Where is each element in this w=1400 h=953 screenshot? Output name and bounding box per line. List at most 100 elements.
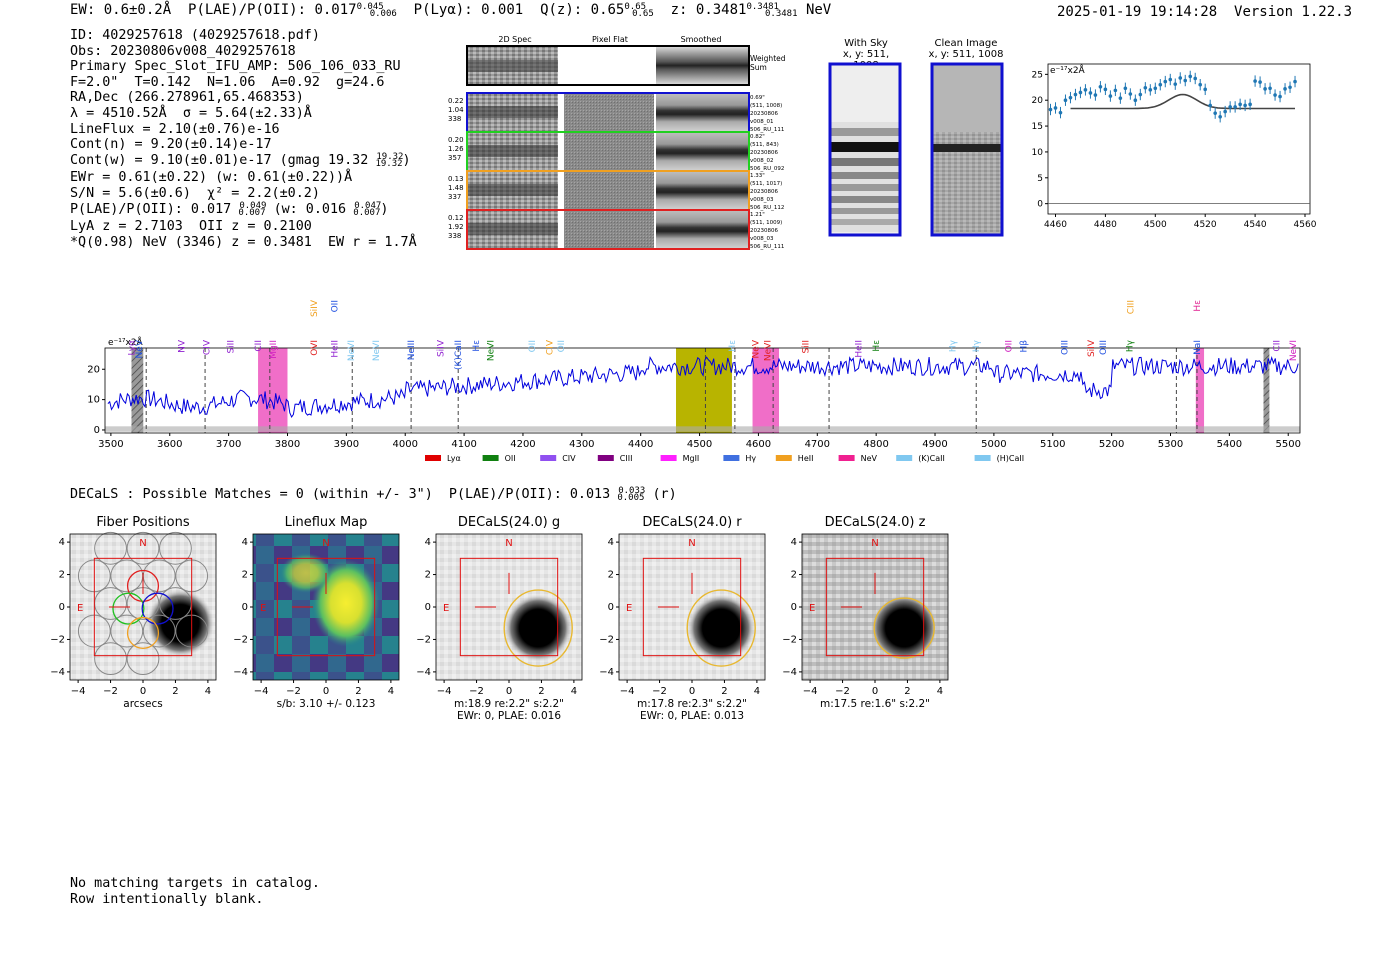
legend-swatch <box>896 455 913 461</box>
panel-xtick-label: 0 <box>323 686 329 697</box>
full-xtick-label: 3500 <box>98 439 123 450</box>
emission-line-label: NeVI <box>487 340 497 361</box>
cutout-row-meta: 506_RU_111 <box>750 244 784 250</box>
zoom-ytick-label: 20 <box>1032 96 1044 106</box>
panel-xtick-label: −2 <box>652 686 667 697</box>
z-value: z: 0.3481 <box>670 2 747 18</box>
panel-xtick-label: 2 <box>721 686 727 697</box>
emission-line-label: CII <box>254 340 264 352</box>
cutout-row-stat: 337 <box>448 193 461 201</box>
zoom-data-point <box>1238 102 1242 107</box>
cutout-row-meta: 1.21" <box>750 212 765 218</box>
zoom-data-point <box>1083 88 1088 92</box>
legend-label: CIV <box>562 454 576 463</box>
full-ytick-label: 20 <box>87 364 100 375</box>
full-xtick-label: 4300 <box>569 439 594 450</box>
search-box <box>93 557 193 657</box>
highlight-band <box>258 348 288 433</box>
zoom-ytick-label: 25 <box>1032 70 1043 80</box>
zoom-ytick-label: 0 <box>1037 200 1043 210</box>
panel-caption: m:17.8 re:2.3" s:2.2" <box>637 698 747 710</box>
legend-swatch <box>597 455 614 461</box>
emission-line-label: NeVI <box>1289 340 1299 361</box>
panel-xtick-label: 4 <box>205 686 211 697</box>
full-xtick-label: 4200 <box>510 439 535 450</box>
aperture-ellipse <box>686 589 756 667</box>
legend-label: (K)CaII <box>918 454 945 463</box>
panel-caption: arcsecs <box>123 698 162 710</box>
info-radec: RA,Dec (266.278961,65.468353) <box>70 90 304 106</box>
cutout-row-stat: 0.20 <box>448 136 464 144</box>
summary-header: EW: 0.6±0.2Å P(LAE)/P(OII): 0.0170.0450.… <box>70 2 832 19</box>
legend-label: MgII <box>683 454 700 463</box>
zoom-data-point <box>1048 107 1053 112</box>
zoom-data-point <box>1253 79 1257 83</box>
full-xtick-label: 5300 <box>1158 439 1183 450</box>
clean-image <box>930 62 1004 237</box>
zoom-data-point <box>1233 105 1237 109</box>
zoom-data-point <box>1248 102 1252 107</box>
info-plae: P(LAE)/P(OII): 0.017 0.0490.007 (w: 0.01… <box>70 200 389 218</box>
panel-ytick-label: 0 <box>791 602 797 613</box>
emission-line-label: Hβ <box>1019 340 1029 353</box>
cutout-row-meta: (511, 1008) <box>750 103 782 109</box>
emission-line-label: OII <box>331 300 341 312</box>
cutout-row-meta: v008_03 <box>750 236 774 242</box>
emission-line-label: CIV <box>545 339 555 355</box>
panel-title: Lineflux Map <box>285 515 368 530</box>
masked-region <box>131 348 144 433</box>
panel-xtick-label: −4 <box>803 686 818 697</box>
cutout-row-stat: 357 <box>448 154 461 162</box>
panel-xtick-label: −2 <box>469 686 484 697</box>
east-label: E <box>809 603 815 614</box>
legend-label: HeII <box>798 454 814 463</box>
sky-images <box>828 62 1004 237</box>
panel-ytick-label: 2 <box>608 570 614 581</box>
north-label: N <box>505 538 512 549</box>
zoom-xtick-label: 4560 <box>1294 220 1317 230</box>
fiber-circle <box>94 642 127 676</box>
cutout-row-frame <box>466 209 750 250</box>
zoom-data-point <box>1103 87 1108 92</box>
zoom-data-point <box>1093 93 1098 97</box>
full-xtick-label: 3600 <box>157 439 182 450</box>
zoom-xtick-label: 4520 <box>1194 220 1217 230</box>
fiber-circle <box>94 531 127 565</box>
panel-ytick-label: 2 <box>242 570 248 581</box>
zoom-data-point <box>1118 96 1123 100</box>
fiber-circle <box>126 642 160 676</box>
col-header-flat: Pixel Flat <box>592 35 628 44</box>
panel-caption: s/b: 3.10 +/- 0.123 <box>277 698 376 710</box>
full-xtick-label: 5500 <box>1276 439 1301 450</box>
decals-panel-r: DECaLS(24.0) r N E −4 −4 −2 −2 0 0 2 2 4 4 m:17.8 re:… <box>599 515 766 722</box>
detection-info: ID: 4029257618 (4029257618.pdf) Obs: 2023… <box>70 28 417 250</box>
full-xtick-label: 4100 <box>451 439 476 450</box>
emission-line-label: SiII <box>802 340 812 354</box>
legend-swatch <box>723 455 740 461</box>
panel-caption: EWr: 0, PLAE: 0.016 <box>457 710 561 722</box>
north-label: N <box>871 538 878 549</box>
zoom-data-point <box>1263 87 1267 91</box>
panel-xtick-label: −4 <box>254 686 269 697</box>
source-blob <box>504 594 573 663</box>
panel-xtick-label: 2 <box>172 686 178 697</box>
cutout-row-stat: 338 <box>448 115 461 123</box>
zoom-data-point <box>1213 111 1217 115</box>
full-xtick-label: 4900 <box>922 439 947 450</box>
panel-ytick-label: 0 <box>425 602 431 613</box>
panel-ytick-label: −2 <box>599 634 614 645</box>
cutout-row-meta: (511, 1017) <box>750 181 782 187</box>
full-ytick-label: 0 <box>94 425 100 436</box>
full-xtick-label: 5400 <box>1217 439 1242 450</box>
emission-line-label: Hε <box>728 340 738 352</box>
full-xtick-label: 3900 <box>334 439 359 450</box>
panel-ytick-label: −4 <box>233 667 248 678</box>
highlight-band <box>1195 348 1205 433</box>
zoom-ytick-label: 15 <box>1032 122 1043 132</box>
full-xtick-label: 4800 <box>863 439 888 450</box>
panel-ytick-label: 4 <box>59 537 65 548</box>
cutout-row-meta: v008_02 <box>750 158 774 164</box>
legend-swatch <box>482 455 499 461</box>
legend-swatch <box>974 455 991 461</box>
